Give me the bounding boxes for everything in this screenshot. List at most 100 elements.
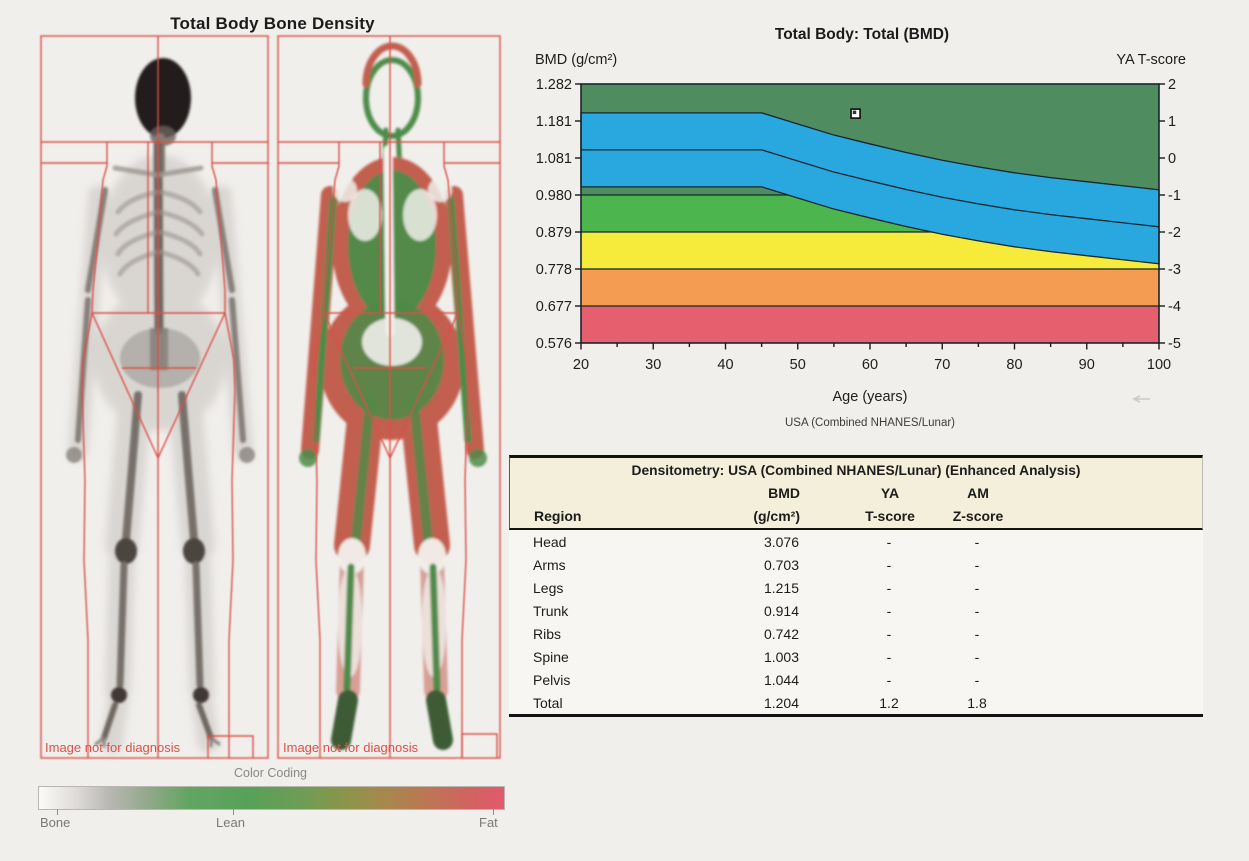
- scan-artifact-arrow: [1132, 395, 1150, 403]
- table-row: Ribs 0.742 - -: [509, 622, 1203, 645]
- patient-point-marker: [850, 108, 861, 119]
- fat-label: Fat: [479, 815, 498, 830]
- zscore-cell: 1.8: [967, 694, 987, 711]
- svg-text:0: 0: [1168, 151, 1176, 167]
- table-row: Trunk 0.914 - -: [509, 599, 1203, 622]
- svg-text:1.282: 1.282: [536, 77, 572, 93]
- chart-plot-area: 1.282 2 1.181 1 1.081 0 0.980 -1 0.879 -2 0.778 -3 0…: [536, 77, 1181, 373]
- roi-overlay-left: [40, 35, 269, 759]
- ya-header-line2: T-score: [865, 508, 915, 524]
- zscore-cell: -: [974, 625, 980, 642]
- bmd-reference-chart: 1.282 2 1.181 1 1.081 0 0.980 -1 0.879 -2 0.778 -3 0…: [535, 26, 1186, 429]
- svg-text:-3: -3: [1168, 262, 1181, 278]
- svg-text:-4: -4: [1168, 299, 1181, 315]
- tscore-cell: -: [886, 533, 892, 550]
- right-scan-caption: Image not for diagnosis: [283, 740, 419, 755]
- densitometry-table: Densitometry: USA (Combined NHANES/Lunar…: [509, 455, 1203, 717]
- zscore-cell: -: [974, 533, 980, 550]
- svg-text:80: 80: [1006, 357, 1022, 373]
- table-row: Pelvis 1.044 - -: [509, 668, 1203, 691]
- svg-text:0.778: 0.778: [536, 262, 572, 278]
- svg-text:40: 40: [717, 357, 733, 373]
- bmd-cell: 1.003: [763, 648, 799, 665]
- table-row: Arms 0.703 - -: [509, 553, 1203, 576]
- region-cell: Ribs: [533, 625, 562, 642]
- lean-label: Lean: [216, 815, 245, 830]
- tscore-cell: -: [886, 556, 892, 573]
- bmd-cell: 1.204: [763, 694, 799, 711]
- svg-text:70: 70: [934, 357, 950, 373]
- svg-text:20: 20: [573, 357, 589, 373]
- bone-density-scan-image: [66, 58, 255, 753]
- bmd-cell: 3.076: [763, 533, 799, 550]
- chart-title: Total Body: Total (BMD): [775, 26, 949, 43]
- zscore-cell: -: [974, 602, 980, 619]
- bmd-cell: 1.215: [763, 579, 799, 596]
- table-row: Total 1.204 1.2 1.8: [509, 691, 1203, 714]
- left-scan-caption: Image not for diagnosis: [45, 740, 181, 755]
- bmd-cell: 0.914: [763, 602, 799, 619]
- tscore-cell: -: [886, 602, 892, 619]
- table-body: Head 3.076 - - Arms 0.703 - - Legs 1.215…: [509, 530, 1203, 717]
- zscore-cell: -: [974, 671, 980, 688]
- y-right-axis-label: YA T-score: [1116, 52, 1186, 68]
- region-cell: Legs: [533, 579, 564, 596]
- region-cell: Spine: [533, 648, 569, 665]
- svg-text:1.081: 1.081: [536, 151, 572, 167]
- svg-text:0.677: 0.677: [536, 299, 572, 315]
- am-header-line2: Z-score: [952, 508, 1004, 524]
- region-header: Region: [534, 508, 582, 524]
- tscore-cell: -: [886, 648, 892, 665]
- region-cell: Head: [533, 533, 567, 550]
- table-row: Spine 1.003 - -: [509, 645, 1203, 668]
- fat-tick: [493, 809, 494, 815]
- svg-text:0.879: 0.879: [536, 225, 572, 241]
- table-title: Densitometry: USA (Combined NHANES/Lunar…: [631, 463, 1081, 478]
- body-scan-images: Image not for diagnosis Image not for di…: [40, 35, 501, 759]
- svg-text:0.576: 0.576: [536, 336, 572, 352]
- table-row: Legs 1.215 - -: [509, 576, 1203, 599]
- svg-text:100: 100: [1147, 357, 1171, 373]
- svg-text:-5: -5: [1168, 336, 1181, 352]
- region-cell: Arms: [533, 556, 566, 573]
- zscore-cell: -: [974, 648, 980, 665]
- bmd-cell: 0.742: [763, 625, 799, 642]
- color-gradient-bar: [38, 786, 505, 810]
- svg-text:2: 2: [1168, 77, 1176, 93]
- bmd-cell: 1.044: [763, 671, 799, 688]
- chart-footnote: USA (Combined NHANES/Lunar): [785, 417, 955, 429]
- scan-panel-title: Total Body Bone Density: [170, 14, 375, 33]
- zscore-cell: -: [974, 579, 980, 596]
- lean-tick: [233, 809, 234, 815]
- svg-text:-1: -1: [1168, 188, 1181, 204]
- tissue-composition-scan-image: [299, 42, 487, 750]
- svg-text:90: 90: [1079, 357, 1095, 373]
- roi-overlay-right: [277, 35, 501, 759]
- bone-label: Bone: [40, 815, 71, 830]
- tscore-cell: -: [886, 579, 892, 596]
- table-row: Head 3.076 - -: [509, 530, 1203, 553]
- svg-text:1.181: 1.181: [536, 114, 572, 130]
- svg-text:-2: -2: [1168, 225, 1181, 241]
- table-header: Densitometry: USA (Combined NHANES/Lunar…: [509, 455, 1203, 530]
- bmd-header-line2: (g/cm²): [753, 508, 800, 524]
- tscore-cell: 1.2: [879, 694, 899, 711]
- region-cell: Trunk: [533, 602, 569, 619]
- region-cell: Total: [533, 694, 563, 711]
- y-left-axis-label: BMD (g/cm²): [535, 52, 617, 68]
- svg-text:0.980: 0.980: [536, 188, 572, 204]
- svg-text:1: 1: [1168, 114, 1176, 130]
- tscore-cell: -: [886, 625, 892, 642]
- svg-text:30: 30: [645, 357, 661, 373]
- x-axis-label: Age (years): [833, 389, 908, 405]
- svg-text:60: 60: [862, 357, 878, 373]
- svg-text:50: 50: [790, 357, 806, 373]
- tscore-cell: -: [886, 671, 892, 688]
- bone-tick: [57, 809, 58, 815]
- zscore-cell: -: [974, 556, 980, 573]
- region-cell: Pelvis: [533, 671, 571, 688]
- bmd-cell: 0.703: [763, 556, 799, 573]
- bmd-header-line1: BMD: [768, 485, 800, 501]
- ya-header-line1: YA: [880, 485, 900, 501]
